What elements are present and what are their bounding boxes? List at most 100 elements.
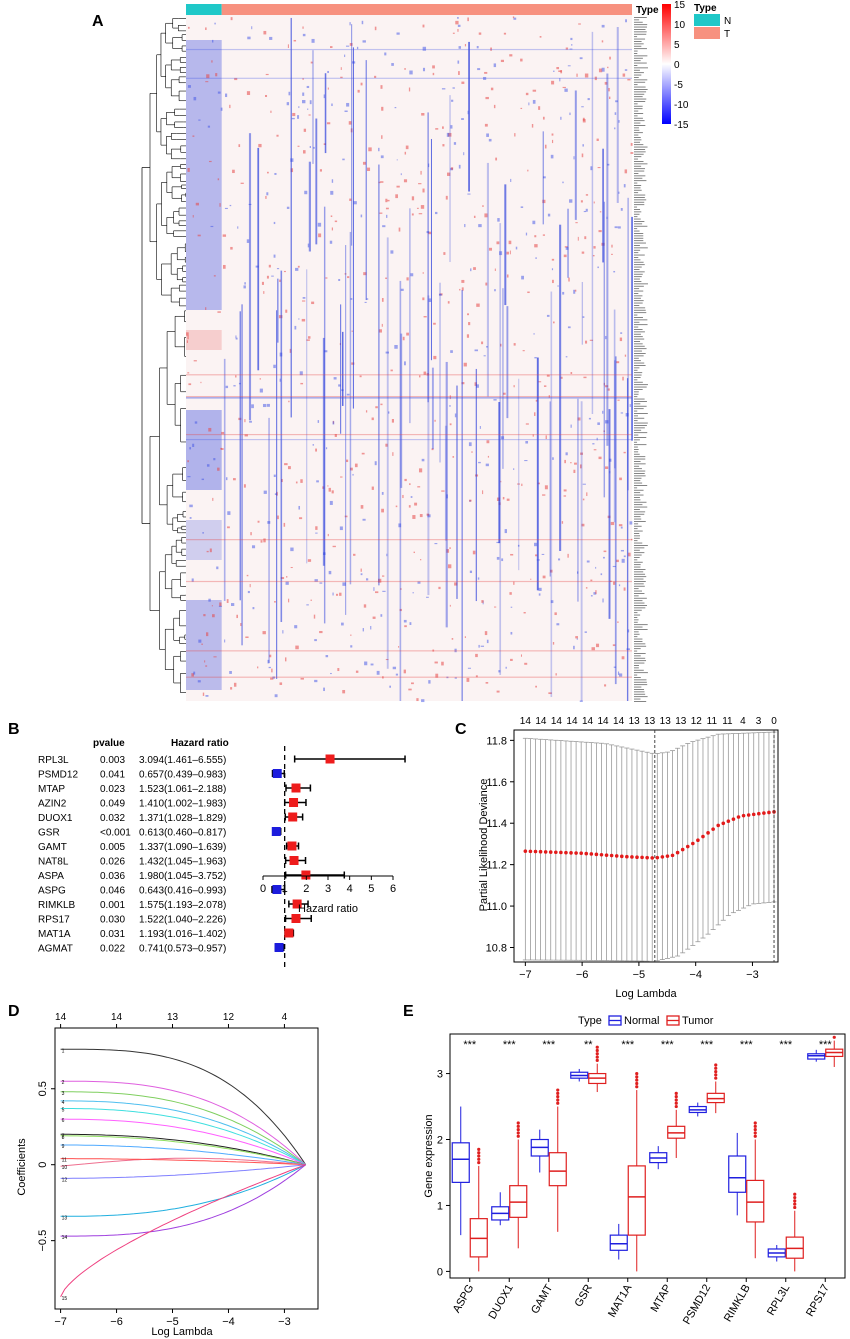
heatmap-cell bbox=[252, 607, 255, 610]
heatmap-cell bbox=[361, 20, 364, 25]
heatmap-cell bbox=[206, 464, 210, 467]
box-outlier bbox=[477, 1157, 481, 1161]
heatmap-cell bbox=[266, 192, 269, 196]
row-label-mark bbox=[634, 494, 644, 496]
heatmap-cell bbox=[417, 486, 421, 488]
heatmap-cell bbox=[205, 27, 207, 31]
category-label: DUOX1 bbox=[487, 1283, 516, 1322]
deviance-point bbox=[554, 850, 558, 855]
heatmap-cell bbox=[514, 133, 516, 137]
heatmap-cell bbox=[186, 340, 188, 343]
heatmap-cell bbox=[592, 255, 595, 257]
heatmap-cell bbox=[216, 566, 219, 570]
significance-label: *** bbox=[819, 1039, 833, 1051]
heatmap-cell bbox=[535, 685, 537, 688]
heatmap-row-streak bbox=[186, 676, 632, 678]
legend-title: Type bbox=[578, 1015, 602, 1027]
heatmap-cell bbox=[342, 582, 346, 586]
row-label-mark bbox=[634, 199, 647, 201]
hazard-ratio-label: 0.657(0.439–0.983) bbox=[139, 770, 226, 781]
heatmap-cell bbox=[304, 190, 308, 195]
heatmap-cell bbox=[452, 32, 455, 34]
panel-label-a: A bbox=[92, 13, 104, 30]
panel-label-b: B bbox=[8, 721, 20, 738]
row-label-mark bbox=[634, 597, 647, 599]
heatmap-cell bbox=[531, 123, 534, 128]
heatmap-cell bbox=[578, 23, 581, 25]
row-label-mark bbox=[634, 17, 647, 18]
deviance-point bbox=[599, 852, 604, 857]
heatmap-cell bbox=[380, 614, 383, 617]
coefficient-path bbox=[60, 1157, 306, 1167]
heatmap-cell bbox=[413, 551, 415, 554]
heatmap-cell bbox=[373, 587, 375, 591]
heatmap-cell bbox=[385, 277, 388, 279]
heatmap-cell bbox=[506, 251, 509, 255]
heatmap-cell bbox=[543, 385, 547, 387]
heatmap-cell bbox=[350, 128, 353, 133]
heatmap-cell bbox=[310, 61, 313, 64]
heatmap-cell bbox=[266, 275, 269, 279]
heatmap-cell bbox=[513, 343, 516, 346]
heatmap-cell bbox=[302, 78, 304, 80]
heatmap-cell bbox=[522, 350, 525, 352]
heatmap-row-streak bbox=[186, 48, 632, 51]
heatmap-cell bbox=[244, 434, 248, 437]
heatmap-cell bbox=[457, 60, 460, 64]
heatmap-cell bbox=[360, 573, 363, 576]
heatmap-cell bbox=[416, 698, 419, 702]
heatmap-cell bbox=[403, 669, 406, 674]
row-label-mark bbox=[634, 525, 642, 527]
heatmap-cell bbox=[601, 40, 604, 43]
row-label-mark bbox=[634, 509, 640, 510]
gene-label: MTAP bbox=[38, 784, 65, 795]
row-label-mark bbox=[634, 672, 648, 674]
heatmap-cell bbox=[351, 362, 355, 365]
heatmap-cell bbox=[244, 282, 246, 285]
heatmap-cell bbox=[513, 17, 517, 20]
heatmap-cell bbox=[435, 673, 439, 678]
heatmap-cell bbox=[244, 419, 246, 423]
hazard-ratio-point bbox=[284, 928, 294, 938]
significance-label: *** bbox=[503, 1039, 517, 1051]
heatmap-cell bbox=[303, 150, 306, 154]
heatmap-cell bbox=[211, 605, 213, 607]
top-count-label: 3 bbox=[756, 716, 762, 727]
heatmap-cell bbox=[580, 200, 583, 203]
row-label-mark bbox=[634, 492, 641, 494]
heatmap-cell bbox=[203, 614, 206, 617]
pvalue-label: 0.026 bbox=[100, 857, 125, 868]
box-outlier bbox=[714, 1066, 718, 1070]
heatmap-cell bbox=[195, 202, 199, 206]
type-legend-title: Type bbox=[694, 3, 717, 14]
coefficient-path bbox=[60, 1144, 306, 1166]
heatmap-cell bbox=[381, 106, 384, 111]
heatmap-cell bbox=[392, 666, 397, 670]
heatmap-cell bbox=[482, 205, 484, 207]
heatmap-cell bbox=[294, 625, 298, 629]
heatmap-cell bbox=[582, 498, 585, 501]
heatmap-cell bbox=[569, 199, 573, 203]
row-label-mark bbox=[634, 593, 645, 594]
heatmap-cell bbox=[392, 452, 394, 456]
row-label-mark bbox=[634, 609, 642, 611]
heatmap-cell bbox=[272, 676, 276, 679]
heatmap-cell bbox=[575, 636, 578, 639]
heatmap-cell bbox=[499, 251, 503, 256]
heatmap-cell bbox=[381, 323, 383, 327]
box-outlier bbox=[635, 1085, 639, 1089]
row-label-mark bbox=[634, 374, 642, 376]
row-label-mark bbox=[634, 129, 640, 131]
deviance-point bbox=[746, 813, 751, 817]
heatmap-cell bbox=[428, 298, 432, 303]
hazard-ratio-point bbox=[291, 783, 301, 793]
deviance-point bbox=[767, 810, 771, 815]
heatmap-cell bbox=[192, 215, 194, 218]
heatmap-cell bbox=[395, 505, 398, 508]
heatmap-cell bbox=[584, 631, 587, 633]
row-label-mark bbox=[634, 530, 643, 532]
heatmap-cell bbox=[350, 645, 353, 648]
heatmap-cell bbox=[395, 194, 398, 199]
